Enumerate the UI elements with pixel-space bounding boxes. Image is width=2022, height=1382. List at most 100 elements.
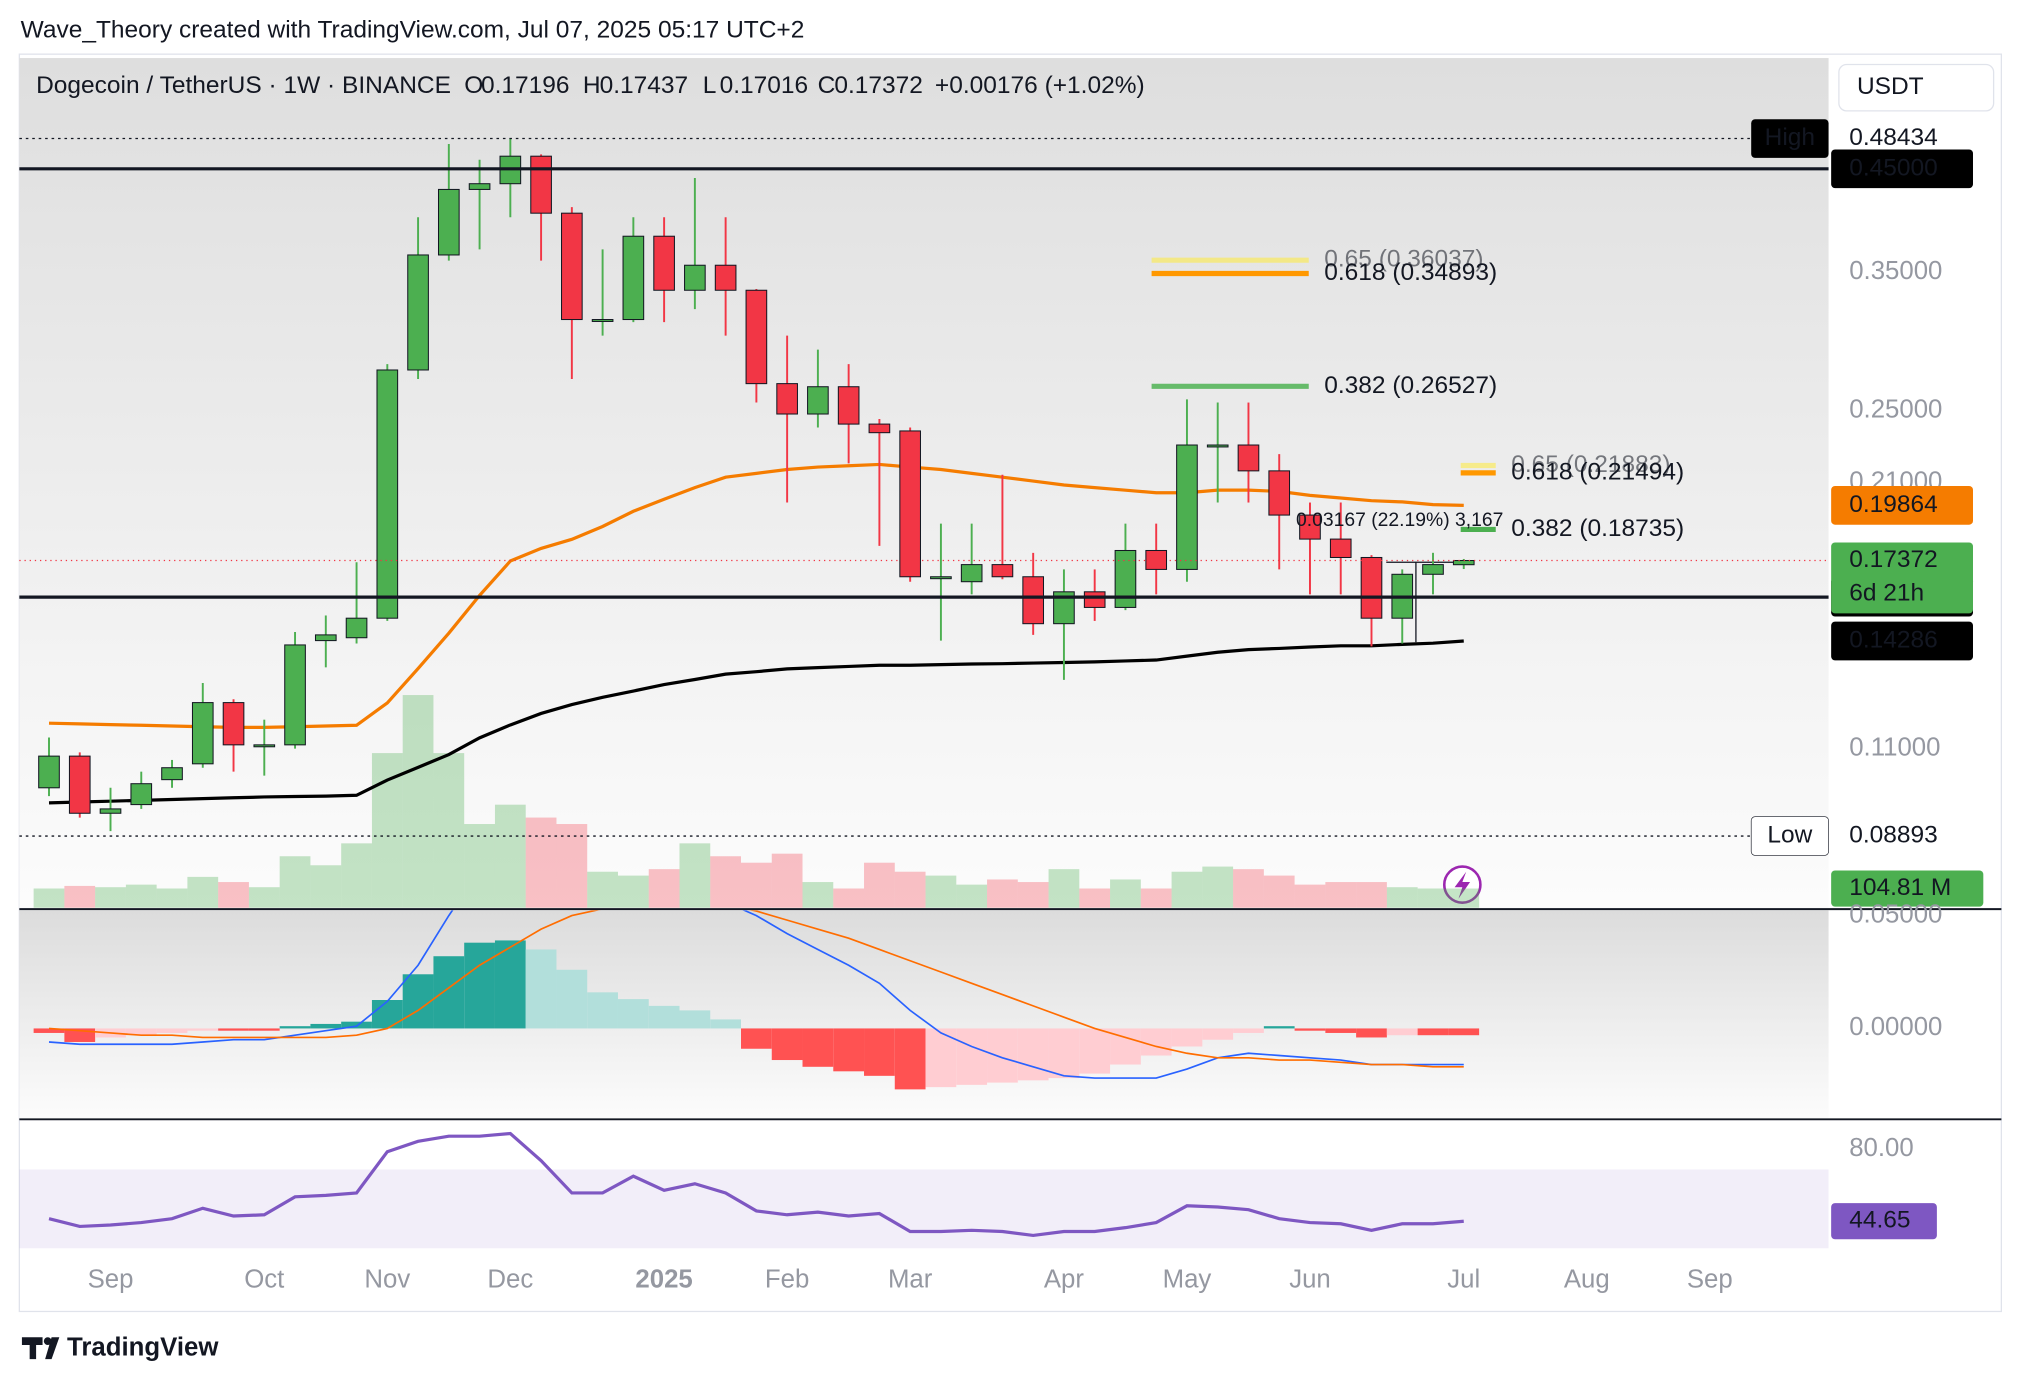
- candle-body: [776, 383, 798, 415]
- price-plot: [33, 138, 1480, 908]
- fib-label: 0.65 (0.21883): [1511, 451, 1670, 478]
- volume-bar: [95, 887, 126, 908]
- macd-bar: [987, 1028, 1018, 1083]
- y-tick-label: 0.25000: [1849, 396, 1942, 424]
- candle-body: [684, 264, 706, 291]
- macd-bar: [341, 1021, 372, 1029]
- price-pane: [19, 58, 1829, 908]
- volume-bar: [1356, 882, 1387, 908]
- candle-body: [1206, 444, 1229, 448]
- volume-bar: [925, 875, 957, 908]
- fib-label: 0.65 (0.36037): [1324, 246, 1483, 273]
- volume-bar: [556, 824, 588, 908]
- level-value: 0.45000: [1849, 154, 1938, 181]
- macd-bar: [156, 1028, 188, 1033]
- rsi-band: [19, 1169, 1829, 1249]
- candle-body: [376, 369, 399, 619]
- level-name: Low: [1767, 822, 1812, 849]
- candle-body: [868, 423, 891, 434]
- fib-label: 0.618 (0.21494): [1511, 458, 1684, 485]
- candle-body: [714, 264, 737, 291]
- candle-body: [38, 755, 60, 789]
- legend-key: C: [818, 72, 836, 99]
- legend-title: Dogecoin / TetherUS · 1W · BINANCE: [36, 72, 451, 99]
- volume-label-box: [1831, 870, 1984, 907]
- legend-change: +0.00176 (+1.02%): [935, 72, 1145, 99]
- candle-body: [130, 783, 153, 806]
- macd-bar: [956, 1028, 988, 1085]
- candle-body: [899, 430, 921, 578]
- macd-bar: [771, 1028, 803, 1061]
- x-tick-label: Oct: [244, 1265, 284, 1293]
- x-tick-label: Sep: [1687, 1265, 1733, 1293]
- volume-bar: [1202, 866, 1234, 908]
- macd-bar: [33, 1028, 65, 1033]
- moving-average: [48, 639, 1464, 805]
- volume-bar: [1140, 888, 1172, 908]
- volume-bar: [33, 888, 65, 908]
- macd-bar: [310, 1023, 342, 1029]
- candle-body: [561, 212, 583, 321]
- x-tick-label: Sep: [88, 1265, 134, 1293]
- candle-body: [1268, 470, 1291, 516]
- rsi-label-box: [1831, 1203, 1937, 1240]
- macd-bar: [1325, 1028, 1357, 1033]
- macd-bar: [1140, 1028, 1172, 1056]
- volume-bar: [679, 843, 711, 908]
- legend-value: 0.17016: [720, 72, 809, 99]
- volume-bar: [525, 817, 557, 908]
- candle-body: [1022, 576, 1045, 625]
- volume-bar: [64, 885, 96, 908]
- volume-bar: [648, 869, 680, 908]
- macd-bar: [433, 956, 465, 1029]
- fib-label: 0.382 (0.18735): [1511, 515, 1684, 542]
- signal-line: [48, 910, 1464, 1068]
- volume-bar: [1233, 869, 1264, 908]
- macd-bar: [864, 1028, 895, 1076]
- rsi-line: [48, 1131, 1464, 1238]
- volume-bar: [494, 804, 526, 908]
- x-tick-label: Jul: [1447, 1265, 1480, 1293]
- macd-bar: [802, 1028, 834, 1067]
- candle-body: [468, 183, 491, 190]
- legend-value: 0.17196: [481, 72, 570, 99]
- candle-body: [622, 235, 645, 321]
- legend-key: L: [703, 72, 717, 99]
- legend-key: H: [583, 72, 601, 99]
- candle-body: [837, 386, 860, 425]
- x-tick-label: Nov: [364, 1265, 410, 1293]
- volume-bar: [433, 753, 465, 908]
- candle-body: [1299, 514, 1321, 540]
- rsi-tick-label: 80.00: [1849, 1134, 1914, 1162]
- macd-bar: [1448, 1028, 1480, 1036]
- y-tick-label: 0.35000: [1849, 257, 1942, 285]
- volume-bar: [464, 824, 495, 908]
- volume-bar: [894, 871, 926, 908]
- volume-bar: [1448, 888, 1480, 908]
- volume-bar: [617, 875, 649, 908]
- last-price-box: [1831, 542, 1973, 614]
- volume-bar: [1048, 869, 1080, 908]
- volume-label: 104.81 M: [1849, 874, 1951, 901]
- volume-bar: [987, 879, 1018, 908]
- legend-value: 0.17437: [600, 72, 689, 99]
- macd-bar: [1171, 1028, 1203, 1047]
- x-tick-label: Jun: [1289, 1265, 1331, 1293]
- candle-body: [807, 386, 829, 415]
- candle-body: [222, 702, 245, 746]
- volume-bar: [741, 862, 772, 908]
- macd-bar: [1356, 1028, 1387, 1038]
- currency-button[interactable]: [1838, 63, 1995, 112]
- volume-icon: [1442, 865, 1482, 904]
- macd-bar: [1294, 1028, 1326, 1031]
- candle-body: [591, 319, 614, 322]
- volume-bar: [248, 887, 280, 908]
- candle-body: [1176, 444, 1198, 570]
- candle-body: [314, 634, 337, 642]
- x-tick-label: Apr: [1044, 1265, 1085, 1293]
- level-box: [1831, 816, 1973, 856]
- volume-bar: [1110, 879, 1141, 908]
- candle-body: [1083, 591, 1106, 608]
- volume-bar: [1171, 871, 1203, 908]
- macd-bar: [494, 940, 526, 1029]
